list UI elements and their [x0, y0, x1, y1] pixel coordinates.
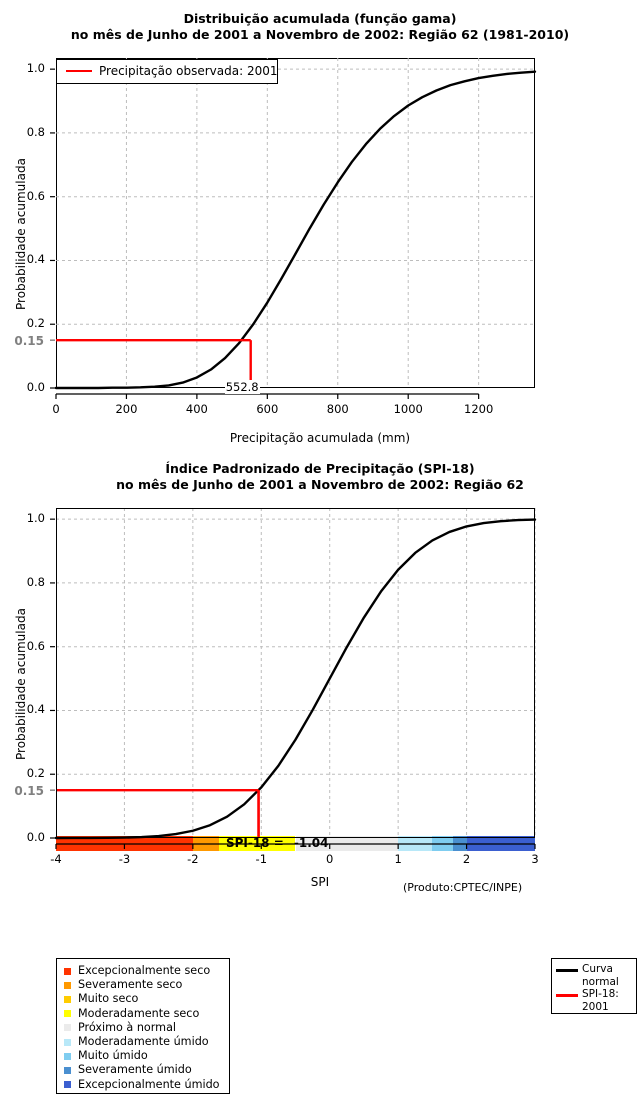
gamma-xtick-label: 200 [115, 402, 138, 416]
spi-xtick-label: -2 [187, 852, 199, 866]
gamma-xtick-label: 1200 [464, 402, 494, 416]
spi-category-legend-item: Muito seco [60, 992, 225, 1006]
gamma-xtick-label: 1000 [393, 402, 423, 416]
spi-marker-y-label: 0.15 [14, 784, 44, 799]
spi-category-legend-item: Moderadamente seco [60, 1007, 225, 1021]
category-legend-label: Severamente seco [78, 978, 183, 992]
spi-curve-legend: Curva normal SPI-18: 2001 [551, 958, 637, 1014]
category-legend-label: Severamente úmido [78, 1063, 192, 1077]
legend-line-icon [556, 969, 578, 972]
spi-colorbar-segment [466, 836, 535, 851]
gamma-xtick-label: 600 [256, 402, 279, 416]
category-legend-label: Excepcionalmente úmido [78, 1077, 220, 1091]
category-swatch-icon [64, 967, 71, 975]
legend-line-icon [66, 69, 92, 73]
spi-category-legend-item: Severamente úmido [60, 1063, 225, 1077]
gamma-marker-x-label: 552.8 [224, 380, 260, 394]
category-swatch-icon [64, 1052, 71, 1060]
product-credit: (Produto:CPTEC/INPE) [403, 881, 523, 894]
spi-ytick-label: 0.8 [26, 574, 45, 589]
category-swatch-icon [64, 1024, 71, 1032]
gamma-xtick-label: 800 [326, 402, 349, 416]
spi-category-legend-item: Severamente seco [60, 978, 225, 992]
gamma-yaxis-title: Probabilidade acumulada [14, 158, 28, 310]
spi-xtick-label: 3 [531, 852, 539, 866]
legend-item-observed: Precipitação observada: 2001 [57, 60, 277, 82]
spi-title-line2: no mês de Junho de 2001 a Novembro de 20… [116, 477, 524, 492]
gamma-marker-y-label: 0.15 [14, 334, 44, 349]
curve-legend-label: SPI-18: 2001 [582, 988, 619, 1013]
category-legend-label: Muito seco [78, 992, 139, 1006]
spi-xtick-label: -4 [50, 852, 62, 866]
spi-xtick-label: 1 [394, 852, 402, 866]
legend-item-label: Precipitação observada: 2001 [99, 64, 278, 78]
spi-ytick-label: 0.4 [26, 702, 45, 717]
spi-plot-area [56, 508, 535, 838]
spi-category-legend-item: Excepcionalmente seco [60, 964, 225, 978]
gamma-plot-area [56, 58, 535, 388]
gamma-cdf-panel: Distribuição acumulada (função gama) no … [0, 0, 640, 450]
gamma-xtick-label: 400 [185, 402, 208, 416]
spi-category-legend-item: Excepcionalmente úmido [60, 1078, 225, 1092]
spi-chart-title: Índice Padronizado de Precipitação (SPI-… [0, 461, 640, 493]
spi-category-legend-item: Muito úmido [60, 1049, 225, 1063]
spi-category-legend-item: Próximo à normal [60, 1021, 225, 1035]
category-swatch-icon [64, 1038, 71, 1046]
spi-ytick-label: 1.0 [26, 511, 45, 526]
spi-xtick-label: -1 [255, 852, 268, 866]
spi-readout-value: -1.04 [293, 836, 329, 850]
spi-curve-legend-item: SPI-18: 2001 [554, 988, 634, 1013]
spi-colorbar-segment [432, 836, 453, 851]
spi-readout-tag: SPI-18 = [218, 836, 291, 851]
gamma-title-line1: Distribuição acumulada (função gama) [183, 11, 457, 26]
legend-line-icon [556, 994, 578, 997]
spi-colorbar-segment [452, 836, 467, 851]
category-legend-label: Excepcionalmente seco [78, 964, 211, 978]
gamma-xaxis-title: Precipitação acumulada (mm) [229, 431, 411, 445]
gamma-plot-graphics [50, 58, 537, 399]
spi-category-legend: Excepcionalmente seco Severamente seco Mui… [56, 958, 230, 1094]
spi-title-line1: Índice Padronizado de Precipitação (SPI-… [165, 461, 475, 476]
spi-ytick-label: 0.6 [26, 638, 45, 653]
gamma-xtick-label: 0 [52, 402, 60, 416]
spi-xtick-label: 0 [326, 852, 334, 866]
category-swatch-icon [64, 995, 71, 1003]
gamma-ytick-label: 0.8 [26, 124, 45, 139]
category-legend-label: Moderadamente seco [78, 1006, 200, 1020]
curve-legend-label: Curva normal [582, 963, 619, 988]
gamma-title-line2: no mês de Junho de 2001 a Novembro de 20… [70, 27, 570, 42]
spi-xtick-label: 2 [462, 852, 471, 866]
gamma-ytick-label: 1.0 [26, 61, 45, 76]
gamma-legend: Precipitação observada: 2001 [56, 59, 278, 84]
gamma-ytick-label: 0.0 [26, 380, 45, 394]
gamma-chart-title: Distribuição acumulada (função gama) no … [0, 11, 640, 43]
gamma-ytick-label: 0.6 [26, 188, 45, 203]
spi-ytick-label: 0.0 [26, 830, 45, 844]
gamma-ytick-label: 0.4 [26, 252, 45, 267]
spi-xaxis-title: SPI [310, 875, 330, 889]
spi-ytick-label: 0.2 [26, 766, 45, 781]
category-swatch-icon [64, 981, 71, 989]
spi-colorbar-segment [56, 836, 193, 851]
spi-curve-legend-item: Curva normal [554, 963, 634, 988]
category-legend-label: Muito úmido [78, 1049, 148, 1063]
spi-category-legend-item: Moderadamente úmido [60, 1035, 225, 1049]
category-legend-label: Próximo à normal [78, 1020, 177, 1034]
spi-cdf-panel: Índice Padronizado de Precipitação (SPI-… [0, 450, 640, 1094]
gamma-ytick-label: 0.2 [26, 316, 45, 331]
category-legend-label: Moderadamente úmido [78, 1035, 209, 1049]
spi-yaxis-title: Probabilidade acumulada [14, 608, 28, 760]
category-swatch-icon [64, 1081, 71, 1089]
spi-xtick-label: -3 [118, 852, 131, 866]
category-swatch-icon [64, 1066, 71, 1074]
category-swatch-icon [64, 1010, 71, 1018]
spi-colorbar-segment [398, 836, 433, 851]
